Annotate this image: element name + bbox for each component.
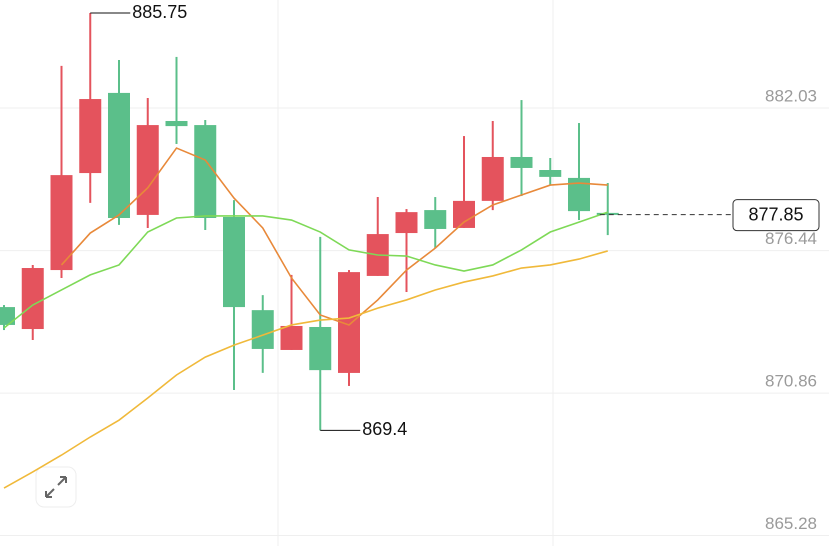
price-label: 877.85	[748, 204, 803, 224]
y-tick-label: 882.03	[765, 86, 817, 105]
candle-body	[194, 125, 217, 218]
candle-body	[223, 216, 245, 308]
y-tick-label: 870.86	[765, 372, 817, 391]
y-tick-label: 865.28	[765, 514, 817, 533]
candle-body	[481, 156, 504, 201]
candle-body	[539, 170, 562, 177]
ma-line	[3, 250, 608, 489]
candle-body	[108, 92, 130, 218]
candle-body	[596, 212, 619, 215]
ma-line	[3, 211, 609, 329]
candle-body	[338, 272, 360, 373]
candle-body	[251, 310, 274, 349]
price-box	[732, 199, 820, 232]
candle-body	[79, 99, 102, 174]
y-tick-label: 876.44	[765, 229, 817, 248]
candle-body	[165, 120, 188, 127]
candle-body	[395, 212, 418, 234]
expand-button[interactable]	[35, 466, 77, 508]
candle-body	[510, 156, 533, 168]
candle-body	[453, 200, 475, 228]
candle-body	[0, 307, 15, 325]
candle-body	[136, 125, 159, 215]
candle-body	[568, 177, 590, 212]
candle-body	[309, 326, 332, 371]
candle-body	[21, 268, 44, 330]
candle-body	[50, 175, 73, 271]
ma-line	[60, 147, 608, 326]
high-label: 885.75	[132, 2, 187, 22]
candle-body	[280, 325, 303, 350]
candle-body	[424, 210, 447, 229]
low-label: 869.4	[362, 419, 407, 439]
